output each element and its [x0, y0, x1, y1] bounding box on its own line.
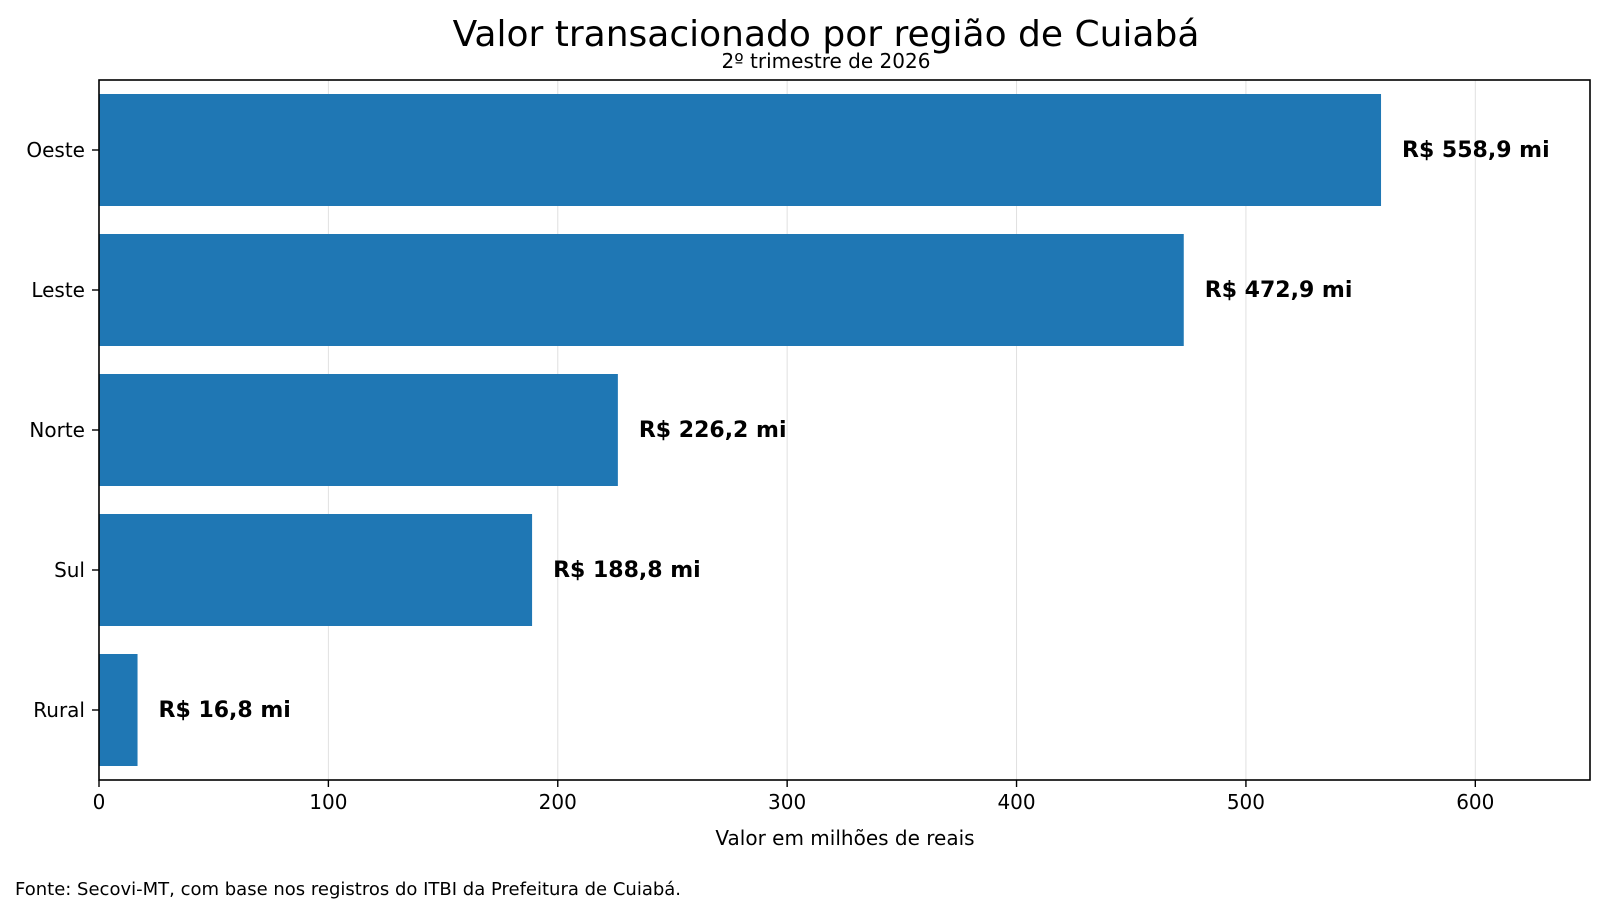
y-ticks: Oeste Leste Norte Sul Rural: [26, 138, 99, 722]
x-tick-label: 500: [1227, 790, 1265, 814]
x-tick-label: 400: [997, 790, 1035, 814]
source-note: Fonte: Secovi-MT, com base nos registros…: [15, 879, 681, 900]
data-label: R$ 188,8 mi: [553, 558, 701, 583]
bar-sul: [99, 514, 533, 626]
data-label: R$ 16,8 mi: [159, 698, 291, 723]
chart-title: Valor transacionado por região de Cuiabá: [453, 14, 1200, 55]
bar-rural: [99, 654, 138, 766]
bar-norte: [99, 374, 618, 486]
data-label: R$ 472,9 mi: [1205, 278, 1353, 303]
x-axis-label: Valor em milhões de reais: [715, 826, 974, 850]
x-tick-label: 0: [93, 790, 106, 814]
y-tick-label: Sul: [54, 558, 85, 582]
x-ticks: 0 100 200 300 400 500 600: [93, 780, 1494, 814]
x-tick-label: 200: [539, 790, 577, 814]
bar-oeste: [99, 94, 1382, 206]
y-tick-label: Oeste: [26, 138, 85, 162]
data-label: R$ 558,9 mi: [1402, 138, 1550, 163]
chart-subtitle: 2º trimestre de 2026: [722, 49, 931, 73]
y-tick-label: Norte: [29, 418, 85, 442]
bars-layer: [99, 94, 1382, 766]
x-tick-label: 300: [768, 790, 806, 814]
bar-leste: [99, 234, 1184, 346]
data-labels: R$ 558,9 mi R$ 472,9 mi R$ 226,2 mi R$ 188,…: [159, 138, 1550, 723]
y-tick-label: Rural: [33, 698, 85, 722]
data-label: R$ 226,2 mi: [639, 418, 787, 443]
x-tick-label: 100: [309, 790, 347, 814]
y-tick-label: Leste: [31, 278, 85, 302]
x-tick-label: 600: [1456, 790, 1494, 814]
